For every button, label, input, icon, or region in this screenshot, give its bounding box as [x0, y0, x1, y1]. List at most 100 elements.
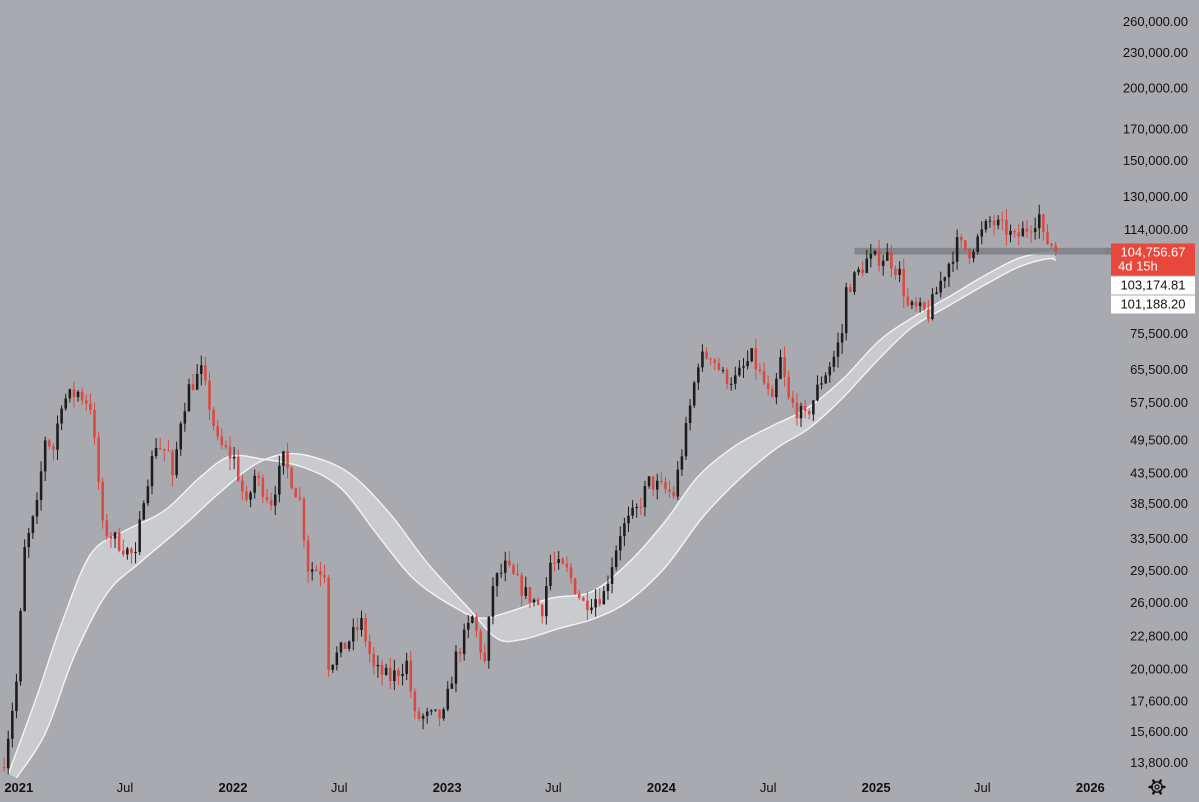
- candle: [713, 358, 717, 371]
- candle-body: [512, 565, 515, 574]
- candle-body: [68, 389, 72, 399]
- ma-ribbon-fill: [8, 251, 1056, 778]
- candle: [351, 618, 355, 651]
- price-axis[interactable]: 260,000.00 230,000.00 200,000.00 170,000.00…: [1123, 14, 1188, 770]
- candle-body: [109, 536, 113, 539]
- bar-countdown-label: 4d 15h: [1118, 259, 1158, 274]
- candle: [639, 497, 643, 515]
- candle-body: [130, 548, 133, 554]
- candle: [56, 415, 59, 460]
- candle-body: [750, 348, 754, 362]
- candle-body: [97, 437, 100, 482]
- candle-body: [39, 471, 43, 500]
- candle: [803, 399, 807, 419]
- candle: [943, 276, 947, 289]
- candle-body: [701, 351, 704, 368]
- candle: [15, 673, 18, 719]
- candle-body: [471, 616, 474, 623]
- candle: [623, 517, 626, 547]
- candle-body: [315, 569, 318, 571]
- candle-body: [569, 567, 573, 579]
- candle: [631, 500, 634, 519]
- candle: [635, 503, 638, 518]
- candle: [688, 399, 692, 431]
- candle: [684, 416, 688, 460]
- candle-body: [524, 587, 528, 596]
- candle-body: [922, 302, 926, 310]
- gear-icon[interactable]: [1148, 779, 1166, 795]
- price-tick-label: 75,500.00: [1130, 326, 1188, 341]
- candle-body: [458, 651, 462, 654]
- candle-body: [200, 365, 203, 374]
- candle-body: [902, 268, 905, 297]
- candle: [1050, 243, 1053, 249]
- candle-body: [372, 654, 376, 667]
- candle-body: [253, 475, 256, 493]
- candle: [35, 492, 39, 524]
- candle-body: [487, 616, 491, 661]
- candle-body: [290, 467, 293, 489]
- candle: [565, 556, 569, 573]
- time-tick-label: 2022: [219, 780, 248, 795]
- candle-body: [1054, 245, 1057, 252]
- candle: [195, 364, 199, 391]
- candle: [992, 214, 996, 236]
- candle: [807, 408, 811, 420]
- time-axis[interactable]: 2021 Jul 2022 Jul 2023 Jul 2024 Jul 2025 Jul 2026: [4, 780, 1104, 795]
- candle-body: [668, 489, 671, 492]
- last-price-box: [1111, 243, 1195, 276]
- candle-body: [1001, 219, 1004, 221]
- candle-body: [647, 476, 651, 487]
- candle-body: [881, 260, 885, 267]
- candle-body: [228, 447, 232, 459]
- candle-body: [766, 383, 770, 390]
- candle-body: [844, 287, 848, 334]
- candle: [450, 676, 454, 689]
- candle: [959, 233, 963, 249]
- candle: [290, 466, 293, 490]
- candle: [1038, 204, 1041, 239]
- candle: [569, 562, 573, 585]
- candle: [890, 245, 893, 278]
- candle-body: [421, 715, 425, 719]
- last-price-label: 104,756.67: [1120, 245, 1185, 260]
- candle-body: [536, 599, 540, 605]
- candle-body: [1050, 243, 1053, 246]
- candle: [442, 707, 445, 721]
- candle-body: [594, 599, 597, 608]
- candle: [586, 591, 589, 621]
- candle-body: [335, 652, 339, 665]
- candle: [434, 709, 437, 712]
- candle: [417, 706, 421, 721]
- candle-body: [561, 559, 565, 564]
- candle-body: [692, 382, 696, 406]
- candle: [113, 531, 117, 549]
- candle: [109, 531, 113, 548]
- candle-body: [820, 383, 823, 385]
- candle-body: [397, 670, 400, 676]
- settings-button[interactable]: [1148, 779, 1166, 795]
- candle: [877, 239, 881, 272]
- candle: [446, 680, 450, 712]
- candles: [2, 204, 1057, 775]
- candle: [142, 500, 146, 521]
- candle-body: [216, 425, 219, 437]
- candle: [931, 288, 934, 321]
- candle: [503, 551, 507, 582]
- price-tick-label: 15,600.00: [1130, 724, 1188, 739]
- candle-body: [565, 563, 569, 568]
- candle: [734, 366, 737, 390]
- candle: [454, 644, 458, 693]
- resistance-band-axis-mark: [1105, 247, 1113, 255]
- time-tick-label: Jul: [974, 780, 991, 795]
- candle: [672, 486, 675, 500]
- candle: [902, 258, 905, 309]
- candle: [347, 640, 351, 652]
- candle-body: [368, 641, 371, 655]
- candle: [873, 250, 877, 257]
- candle: [840, 323, 844, 354]
- candle-body: [775, 378, 778, 398]
- candle-body: [31, 516, 35, 534]
